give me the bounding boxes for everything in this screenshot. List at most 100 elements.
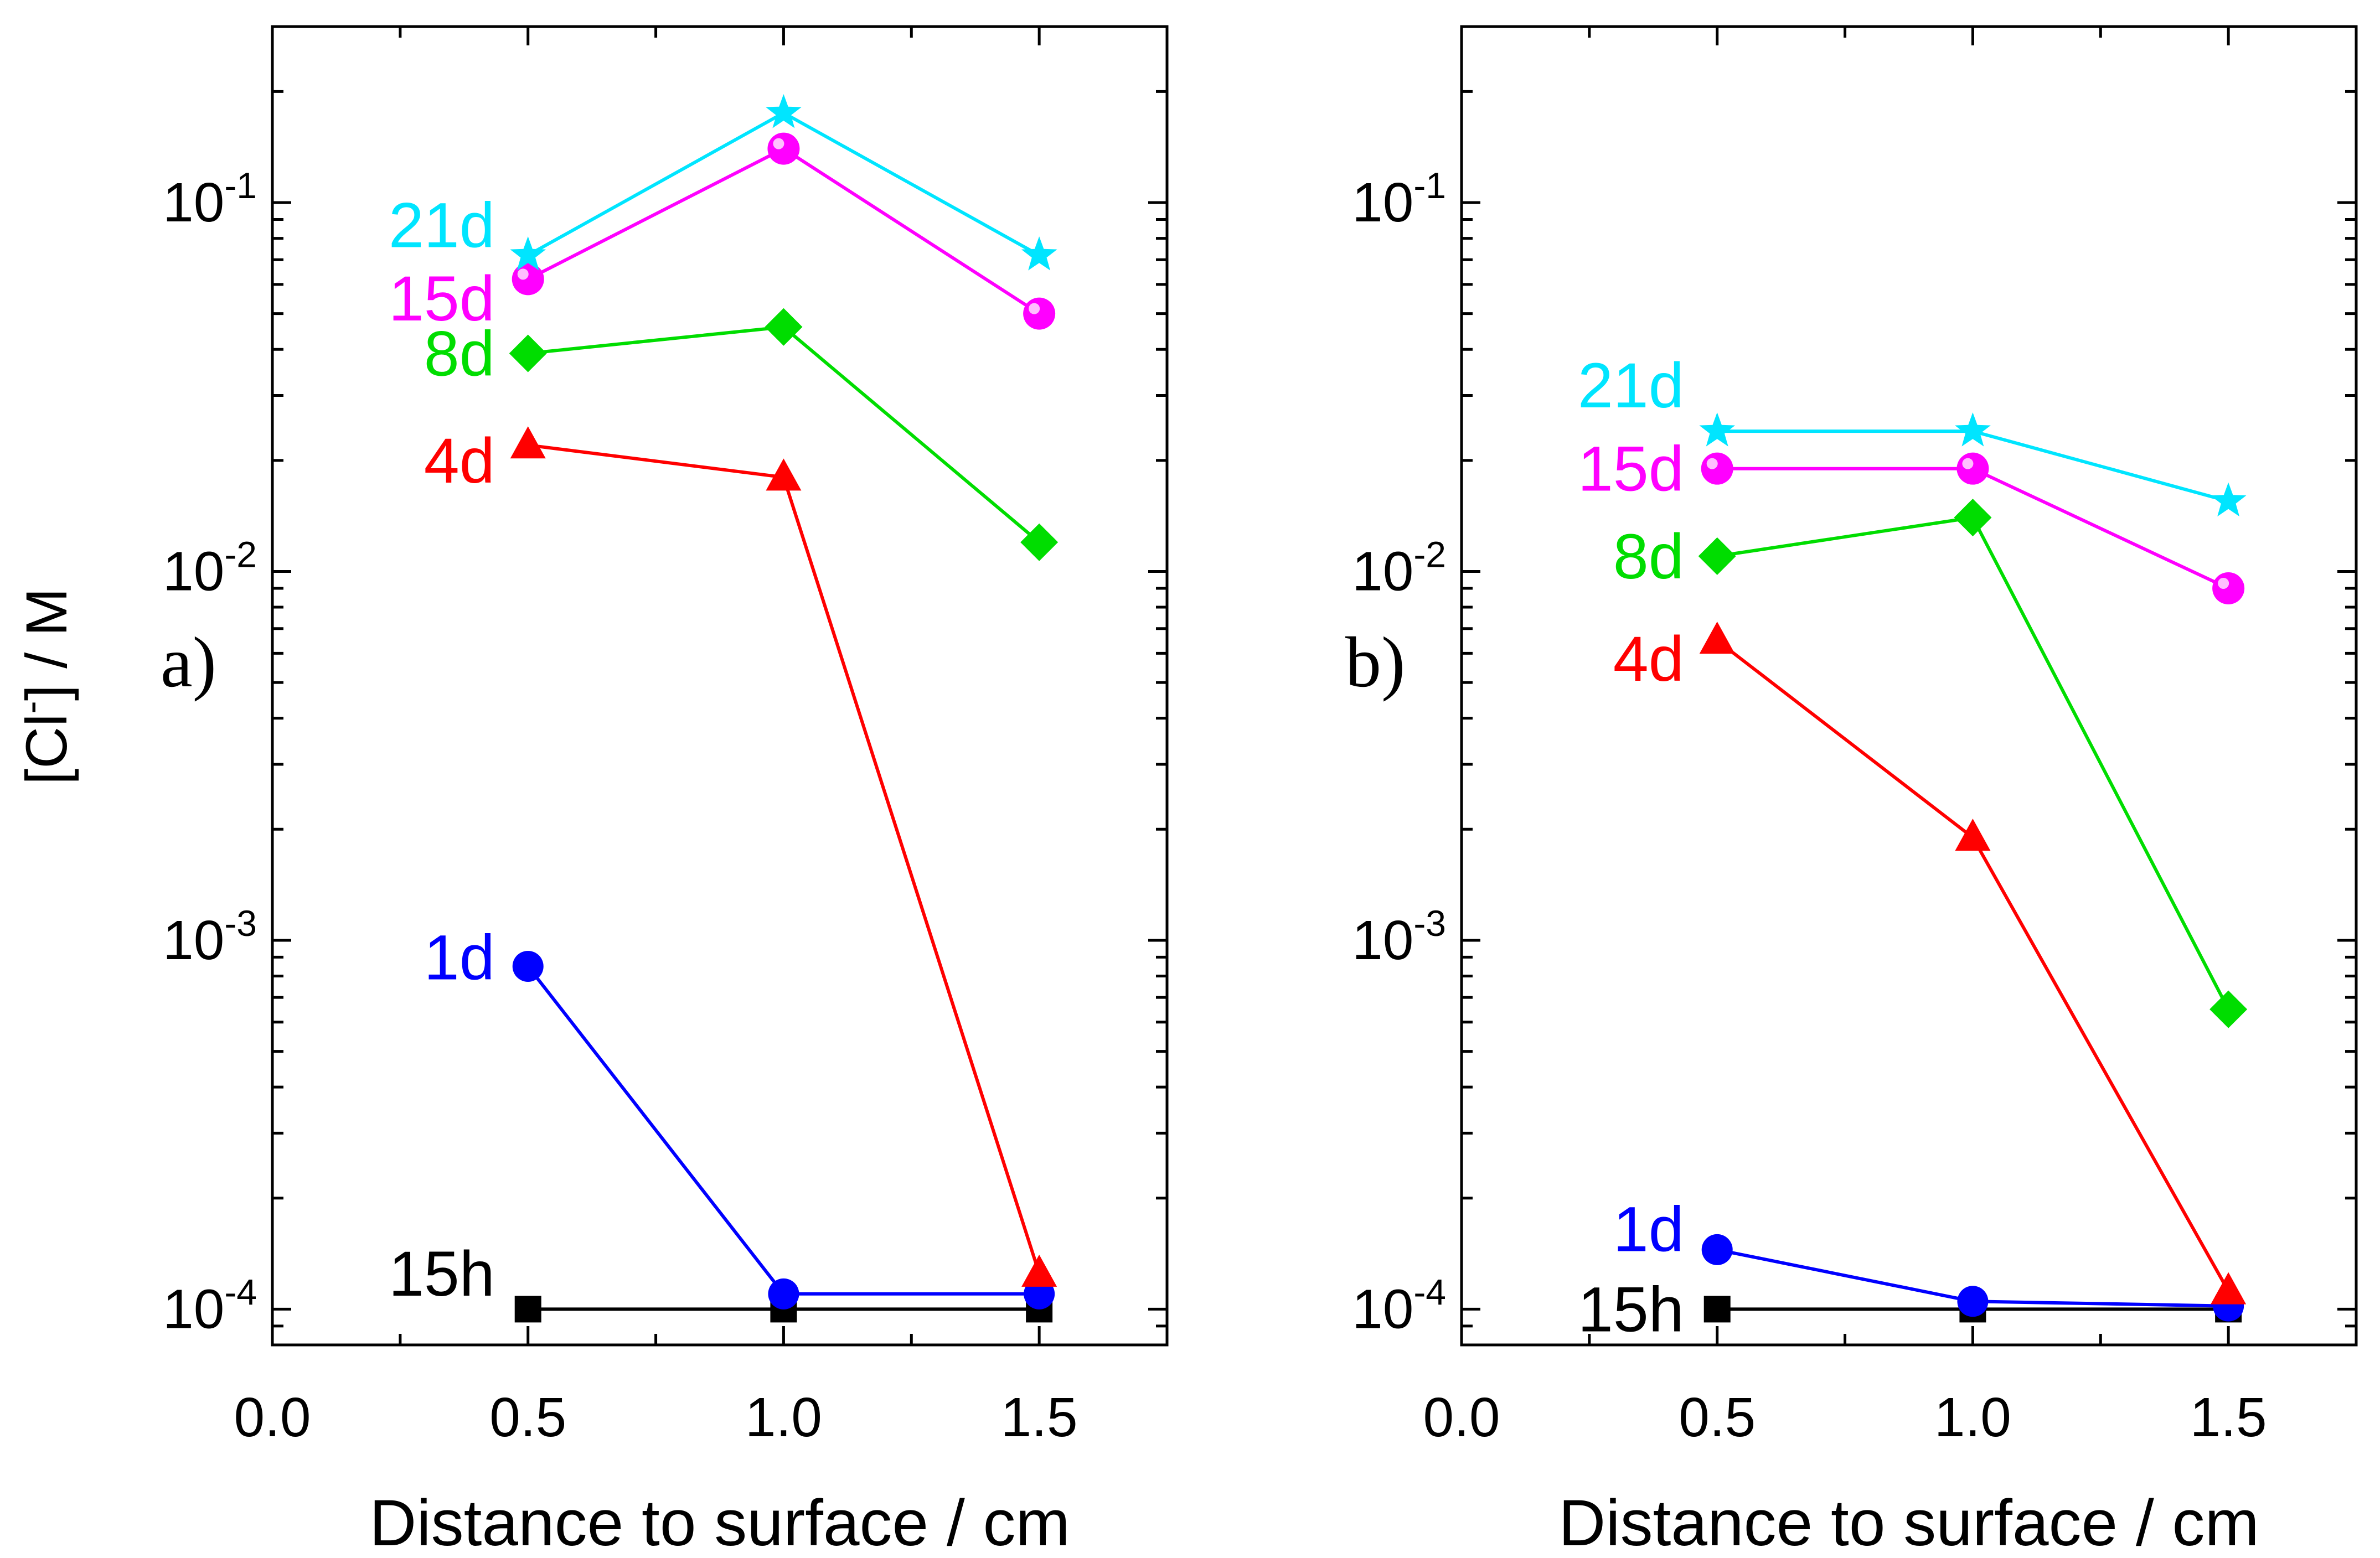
panel-b-series-4d: 4d bbox=[1613, 622, 2247, 1305]
panel-a-series-21d-marker-0 bbox=[510, 236, 546, 271]
panel-b-ytick-label-10-4: 10-4 bbox=[1352, 1271, 1446, 1340]
panel-b-panel-label: b) bbox=[1345, 623, 1405, 702]
panel-b-ytick-base: 10 bbox=[1352, 909, 1413, 971]
panel-b-ytick-exp: -3 bbox=[1413, 903, 1446, 944]
panel-a-series-15h-marker-0 bbox=[514, 1296, 541, 1323]
panel-a-series-21d-marker-2 bbox=[1021, 236, 1057, 271]
panel-a-series-8d-marker-1 bbox=[765, 308, 803, 346]
panel-a-series-8d: 8d bbox=[424, 308, 1059, 561]
panel-b-xtick-label-0.5: 0.5 bbox=[1679, 1386, 1756, 1448]
panel-b-series-15d-marker-1 bbox=[1956, 452, 1989, 485]
panel-a-frame bbox=[271, 25, 1169, 1347]
panel-b-ytick-base: 10 bbox=[1352, 172, 1413, 234]
panel-b-series-8d-marker-1 bbox=[1954, 499, 1992, 537]
panel-a-ytick-label-10-3: 10-3 bbox=[163, 903, 257, 971]
panel-b-xtick-label-0.0: 0.0 bbox=[1423, 1386, 1500, 1448]
panel-b-series-4d-marker-1 bbox=[1955, 819, 1991, 851]
panel-a-series-1d-line bbox=[526, 965, 1040, 1296]
panel-a-panel-label: a) bbox=[161, 623, 216, 702]
panel-a-series-15d-marker-1-body bbox=[767, 132, 800, 165]
panel-a-series-15d-marker-0-highlight bbox=[517, 268, 529, 280]
panel-b-x-axis-label: Distance to surface / cm bbox=[1558, 1487, 2259, 1558]
panel-a-series-15h: 15h bbox=[389, 1239, 1053, 1323]
panel-a-ytick-label-10-1: 10-1 bbox=[163, 165, 257, 234]
panel-a-series-4d-line bbox=[528, 443, 1041, 1274]
panel-b-ytick-exp: -2 bbox=[1413, 534, 1446, 574]
panel-b-series-15d-marker-0 bbox=[1701, 452, 1733, 485]
panel-a-xtick-label-1.5: 1.5 bbox=[1001, 1386, 1078, 1448]
panel-b-series-1d: 1d bbox=[1613, 1194, 2244, 1322]
panel-b-xtick-label-1.0: 1.0 bbox=[1934, 1386, 2011, 1448]
panel-b-series-21d-label: 21d bbox=[1578, 350, 1684, 421]
panel-a-x-ticks: 0.0 0.5 1.0 1.5 bbox=[234, 27, 1169, 1448]
panel-b-ytick-exp: -1 bbox=[1413, 165, 1446, 206]
panel-a-xtick-label-0.5: 0.5 bbox=[489, 1386, 566, 1448]
panel-a-xtick-label-0.0: 0.0 bbox=[234, 1386, 311, 1448]
panel-a-series-4d-label: 4d bbox=[424, 426, 495, 496]
panel-b-series-8d-label: 8d bbox=[1613, 521, 1684, 592]
panel-a-x-axis-label: Distance to surface / cm bbox=[369, 1487, 1070, 1558]
panel-b-series-21d: 21d bbox=[1578, 350, 2247, 517]
panel-a-series-15d-line bbox=[527, 147, 1040, 315]
panel-b-series-8d-marker-0 bbox=[1698, 537, 1736, 575]
panel-a-series-4d-marker-0 bbox=[510, 426, 546, 459]
panel-b-series-15d-marker-2-highlight bbox=[2218, 577, 2229, 589]
panel-b-series-15h-marker-0 bbox=[1703, 1296, 1731, 1323]
panel-b-series-15h: 15h bbox=[1578, 1274, 2242, 1345]
panel-a-series-1d: 1d bbox=[424, 922, 1055, 1309]
panel-b-ytick-label-10-3: 10-3 bbox=[1352, 903, 1446, 971]
panel-a-series-8d-marker-0 bbox=[509, 334, 547, 372]
panel-a-ytick-base: 10 bbox=[163, 1278, 224, 1340]
panel-a-series-1d-marker-1 bbox=[768, 1278, 799, 1309]
panel-b-series-15d-marker-1-highlight bbox=[1962, 458, 1974, 469]
panel-b-series-21d-marker-1 bbox=[1955, 412, 1991, 447]
panel-b-ytick-label-10-1: 10-1 bbox=[1352, 165, 1446, 234]
panel-a-series-4d: 4d bbox=[424, 426, 1057, 1287]
panel-b-series-15d-marker-1-body bbox=[1956, 452, 1989, 485]
panel-a-series-15d-marker-2-highlight bbox=[1029, 303, 1040, 314]
panel-a-ytick-exp: -4 bbox=[224, 1271, 257, 1312]
panel-b-series-15d-label: 15d bbox=[1578, 434, 1684, 505]
panel-a-ytick-base: 10 bbox=[163, 909, 224, 971]
panel-a-ytick-exp: -3 bbox=[224, 903, 257, 944]
panel-a-series-21d: 21d bbox=[389, 94, 1057, 271]
panel-b-series-1d-marker-0 bbox=[1701, 1234, 1733, 1265]
panel-b-series-4d-line bbox=[1716, 639, 2230, 1292]
panel-b-series-4d-label: 4d bbox=[1613, 624, 1684, 695]
panel-b-series-8d-line bbox=[1717, 515, 2230, 1010]
panel-a-xtick-label-1.0: 1.0 bbox=[745, 1386, 822, 1448]
panel-a-ytick-exp: -1 bbox=[224, 165, 257, 206]
y-label-tail: ] / M bbox=[14, 588, 79, 701]
panel-b-y-ticks: 10-410-310-210-1 bbox=[1352, 90, 2356, 1347]
panel-a-series-21d-label: 21d bbox=[389, 190, 495, 261]
panel-a-y-ticks: 10-410-310-210-1 bbox=[163, 90, 1167, 1347]
panel-b-series-15d-marker-2 bbox=[2212, 572, 2245, 604]
panel-b-series-15d-marker-0-body bbox=[1701, 452, 1733, 485]
panel-a-series-15d-marker-0 bbox=[512, 263, 544, 296]
panel-a-series-15d-marker-1 bbox=[767, 132, 800, 165]
y-label-sup: - bbox=[9, 701, 53, 713]
panel-b-series-21d-marker-2 bbox=[2210, 482, 2247, 517]
panel-b-frame bbox=[1460, 25, 2358, 1347]
panel-b-series-1d-marker-1 bbox=[1957, 1286, 1989, 1317]
panel-a-series-8d-label: 8d bbox=[424, 319, 495, 390]
panel-b-series-21d-marker-0 bbox=[1699, 412, 1736, 447]
panel-a-ytick-label-10-2: 10-2 bbox=[163, 534, 257, 602]
panel-a-ytick-base: 10 bbox=[163, 172, 224, 234]
panel-b-ytick-base: 10 bbox=[1352, 540, 1413, 602]
panel-a-ytick-label-10-4: 10-4 bbox=[163, 1271, 257, 1340]
panel-a-series-15d-marker-0-body bbox=[512, 263, 544, 296]
panel-a-series-8d-line bbox=[528, 325, 1041, 544]
panel-b-series-4d-marker-2 bbox=[2211, 1272, 2247, 1305]
panel-b-series-15h-label: 15h bbox=[1578, 1274, 1684, 1345]
panel-b-x-ticks: 0.0 0.5 1.0 1.5 bbox=[1423, 27, 2358, 1448]
panel-a-ytick-base: 10 bbox=[163, 540, 224, 602]
panel-a-y-axis-label: [Cl-] / M bbox=[9, 588, 79, 785]
panel-a-series-15d: 15d bbox=[389, 132, 1056, 334]
panel-b-series-15d: 15d bbox=[1578, 434, 2245, 604]
panel-a-series-1d-marker-0 bbox=[512, 950, 544, 982]
panel-b-series-15d-marker-0-highlight bbox=[1706, 458, 1718, 469]
panel-a-series-21d-marker-1 bbox=[766, 94, 802, 128]
